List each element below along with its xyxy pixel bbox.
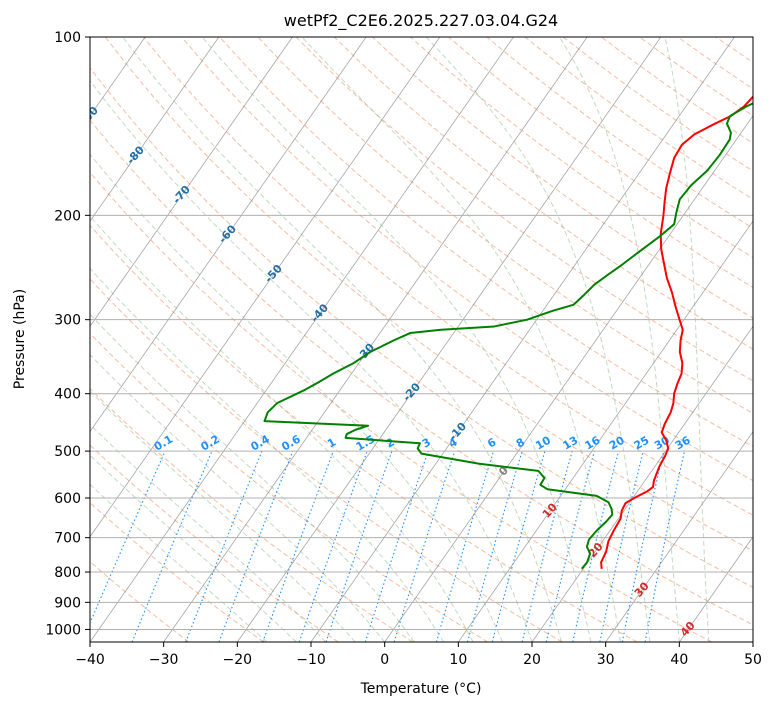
x-tick-label: −40 — [75, 652, 105, 668]
mixing-ratio-line — [466, 450, 523, 642]
mixing-ratio-line — [599, 450, 644, 642]
moist-adiabat-line — [90, 215, 474, 642]
plot-frame — [89, 36, 754, 643]
mixing-ratio-line — [572, 450, 620, 642]
x-tick-label: 0 — [380, 652, 389, 668]
moist-adiabat-line — [425, 37, 651, 642]
y-tick-label: 600 — [54, 491, 81, 507]
moist-adiabat-line — [90, 483, 268, 642]
mixing-ratio-line — [262, 450, 334, 642]
dry-adiabat-line — [90, 332, 488, 642]
isotherm-line — [310, 37, 735, 642]
dry-adiabat-line — [333, 37, 753, 350]
x-tick-label: −20 — [223, 652, 253, 668]
moist-adiabat-line — [90, 390, 356, 642]
y-tick-label: 100 — [54, 30, 81, 46]
moist-adiabat-line — [559, 37, 680, 642]
moist-adiabat-line — [90, 423, 327, 642]
x-axis-title: Temperature (°C) — [360, 681, 482, 697]
moist-adiabat-line — [90, 354, 386, 642]
x-tick-label: −30 — [149, 652, 179, 668]
dry-adiabat-line — [372, 37, 753, 319]
isotherm-line — [90, 37, 441, 538]
moist-adiabat-line — [201, 37, 592, 642]
isotherm-line — [236, 37, 662, 642]
dry-adiabat-line — [90, 67, 753, 588]
y-axis-title: Pressure (hPa) — [12, 289, 28, 389]
mixing-ratio-line — [521, 450, 573, 642]
isotherm-label: -90 — [78, 104, 101, 128]
moist-adiabat-line — [122, 37, 562, 642]
plot-area: -100-90-80-70-60-50-40-30-20-10010203040… — [78, 37, 753, 642]
mixing-ratio-line — [90, 450, 166, 625]
isotherm-line — [678, 536, 753, 642]
dry-adiabat-line — [90, 560, 190, 642]
y-tick-label: 700 — [54, 531, 81, 547]
dry-adiabat-line — [295, 37, 753, 382]
y-tick-label: 200 — [54, 208, 81, 224]
dry-adiabat-line — [181, 37, 753, 482]
mixing-ratio-line — [131, 450, 213, 642]
dry-adiabat-line — [90, 278, 563, 642]
x-tick-label: −10 — [296, 652, 326, 668]
y-tick-label: 300 — [54, 313, 81, 329]
y-tick-label: 800 — [54, 565, 81, 581]
isotherm-line — [605, 430, 753, 642]
dewpoint-profile-line — [263, 102, 753, 570]
moist-adiabat-line — [90, 153, 503, 642]
moist-adiabat-line — [301, 37, 621, 642]
x-tick-label: 20 — [523, 652, 541, 668]
x-tick-label: 30 — [597, 652, 615, 668]
y-tick-label: 1000 — [45, 622, 81, 638]
isotherm-line — [457, 220, 753, 642]
mixing-ratio-line — [325, 450, 393, 642]
moist-adiabat-line — [90, 267, 445, 642]
dry-adiabat-line — [90, 171, 712, 642]
x-axis-ticks: −40 −30 −20 −10 0 10 20 30 40 50 — [75, 642, 762, 668]
mixing-ratio-line — [435, 450, 495, 642]
chart-title: wetPf2_C2E6.2025.227.03.04.G24 — [284, 11, 558, 31]
sounding-profiles — [263, 94, 753, 570]
isotherm-line — [531, 325, 753, 642]
mixing-ratio-line — [298, 450, 368, 642]
y-tick-label: 400 — [54, 387, 81, 403]
y-axis-ticks: 100 200 300 400 500 600 700 800 900 1000 — [45, 30, 90, 638]
dry-adiabat-line — [219, 37, 753, 448]
isotherm-line — [90, 37, 514, 642]
mixing-ratio-line — [364, 450, 429, 642]
isotherm-line — [90, 37, 367, 433]
x-tick-label: 40 — [670, 652, 688, 668]
isotherms — [90, 37, 753, 642]
moist-adiabat-line — [90, 79, 533, 642]
dry-adiabat-line — [143, 37, 753, 516]
x-tick-label: 50 — [744, 652, 762, 668]
y-tick-label: 500 — [54, 444, 81, 460]
isotherm-line — [163, 37, 588, 642]
moist-adiabats — [90, 37, 710, 642]
isotherm-line — [90, 37, 220, 222]
mixing-ratio-line — [185, 450, 263, 642]
isotherm-line — [384, 115, 753, 642]
y-tick-label: 900 — [54, 595, 81, 611]
isotherm-line — [90, 37, 293, 327]
pressure-gridlines — [90, 37, 753, 630]
dry-adiabat-line — [90, 119, 753, 626]
mixing-ratio-line — [218, 450, 294, 642]
x-tick-label: 10 — [449, 652, 467, 668]
moist-adiabat-line — [664, 37, 710, 642]
